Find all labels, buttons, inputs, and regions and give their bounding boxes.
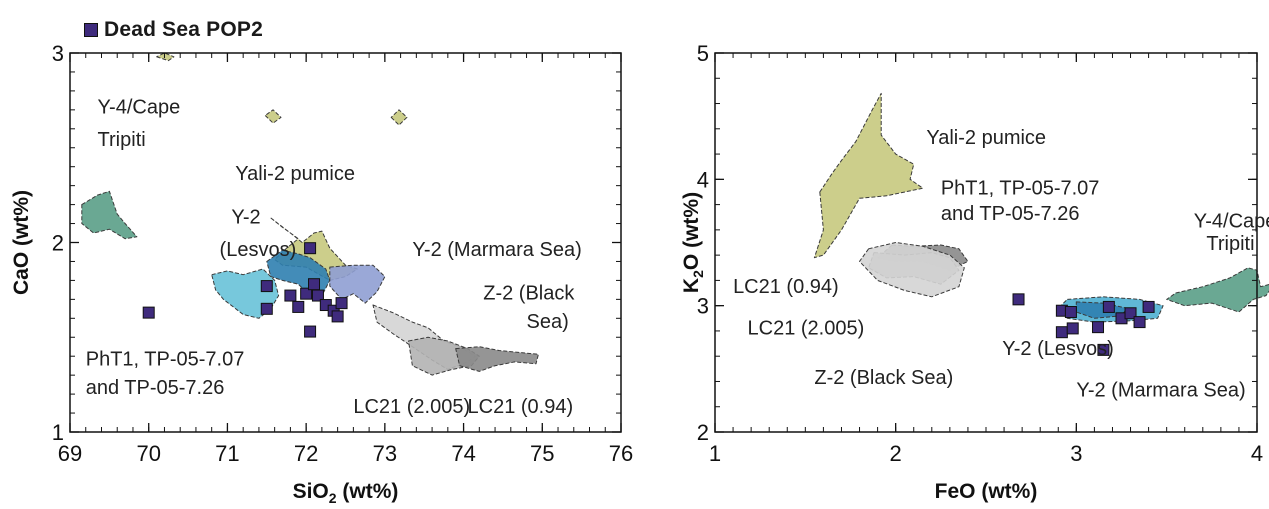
annotation-label: LC21 (2.005) [748,318,865,340]
annotation-label: Y-2 (Marmara Sea) [1076,380,1245,402]
x-tick-label: 72 [294,441,318,466]
field-polygon [264,109,282,124]
annotation-label: and TP-05-7.26 [941,203,1080,225]
annotation-label: (Lesvos) [220,239,297,261]
x-tick-label: 4 [1251,441,1263,466]
data-point [1097,343,1110,356]
data-point [304,325,317,338]
y-tick-label: 2 [697,420,709,445]
data-point [304,242,317,255]
y-tick-label: 5 [697,41,709,66]
x-tick-label: 2 [890,441,902,466]
x-tick-label: 3 [1070,441,1082,466]
data-point [1133,316,1146,329]
data-point [292,300,305,313]
data-point [1142,300,1155,313]
y-tick-label: 3 [52,41,64,66]
x-tick-label: 75 [530,441,554,466]
x-axis-title: FeO (wt%) [935,480,1038,503]
annotation-label: Z-2 (Black [483,282,575,304]
annotation-label: Yali-2 pumice [235,163,355,185]
y-tick-label: 3 [697,294,709,319]
x-tick-label: 71 [215,441,239,466]
annotation-label: PhT1, TP-05-7.07 [941,177,1100,199]
annotation-label: Tripiti [1206,233,1254,255]
annotation-label: Tripiti [98,129,146,151]
data-point [284,289,297,302]
data-point [335,297,348,310]
data-point [1055,326,1068,339]
data-point [260,280,273,293]
data-point [308,278,321,291]
annotation-label: and TP-05-7.26 [86,377,225,399]
data-point [1064,305,1077,318]
annotation-label: Y-2 (Marmara Sea) [412,239,581,261]
y-axis-title: CaO (wt%) [10,190,33,295]
data-point [311,289,324,302]
annotation-label: LC21 (0.94) [468,396,574,418]
x-tick-label: 70 [136,441,160,466]
x-tick-label: 69 [58,441,82,466]
annotation-label: Y-4/Cape [98,97,181,119]
annotation-label: Y-2 [231,207,260,229]
field-polygon [81,190,138,240]
y-tick-label: 4 [697,167,709,192]
x-tick-label: 76 [609,441,633,466]
data-point [1012,293,1025,306]
legend-square-icon [84,23,98,37]
field-polygon [329,264,386,304]
legend-label: Dead Sea POP2 [104,18,264,41]
y-tick-label: 1 [52,420,64,445]
annotation-label: Y-4/Cape [1194,210,1269,232]
x-axis-title: SiO2 (wt%) [293,480,399,504]
x-tick-label: 73 [373,441,397,466]
data-point [1092,321,1105,334]
plot-frame [714,52,1258,433]
field-polygon [390,109,408,126]
annotation-label: Z-2 (Black Sea) [814,367,953,389]
field-polygon [859,242,965,298]
annotation-label: LC21 (0.94) [733,276,839,298]
data-point [142,306,155,319]
data-point [331,310,344,323]
x-tick-label: 1 [709,441,721,466]
legend: Dead Sea POP2 [84,18,263,42]
data-point [1066,322,1079,335]
x-tick-label: 74 [451,441,475,466]
y-axis-title: K2O (wt%) [680,192,706,293]
data-point [260,302,273,315]
chart-panel-1: 69 70 71 72 73 74 75 76 1 2 3 Y-4/Cape Tripiti Yali-2… [10,41,633,506]
data-point [1102,300,1115,313]
annotation-label: LC21 (2.005) [353,396,470,418]
data-point [300,287,313,300]
annotation-label: Y-2 (Lesvos) [1002,338,1114,360]
data-point [1124,307,1137,320]
y-tick-label: 2 [52,231,64,256]
annotation-label: Yali-2 pumice [926,127,1046,149]
field-polygon [813,92,924,259]
field-polygon [1166,267,1269,313]
annotation-label: Sea) [527,311,569,333]
annotation-label: PhT1, TP-05-7.07 [86,349,245,371]
field-polygon [156,52,175,62]
field-polygon [455,346,539,372]
